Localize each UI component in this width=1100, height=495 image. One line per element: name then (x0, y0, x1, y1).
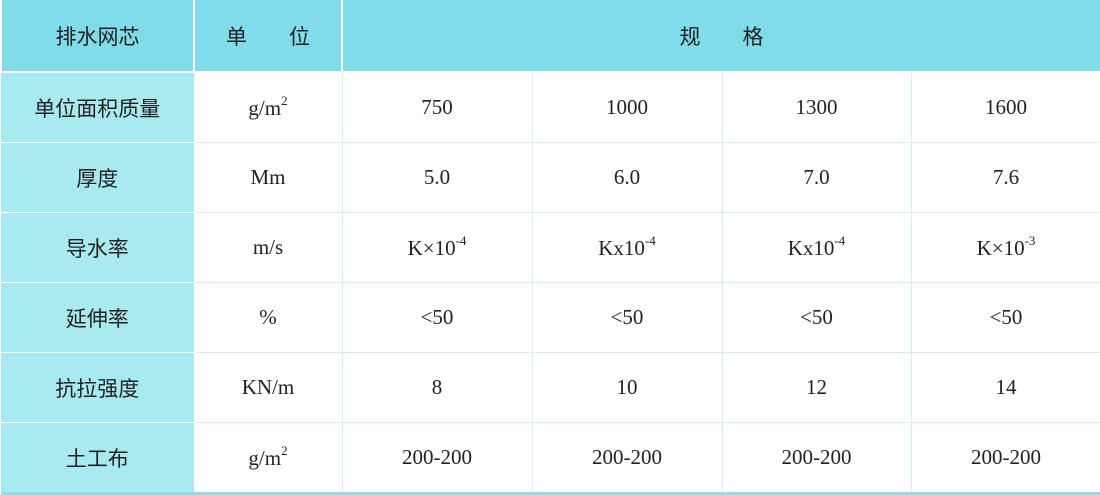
value-cell: 200-200 (910, 422, 1100, 495)
value-cell: 1300 (721, 71, 912, 143)
value-cell: Kx10-4 (531, 212, 723, 283)
unit-cell: KN/m (193, 352, 343, 423)
unit-cell: g/m2 (193, 71, 343, 143)
value-cell: <50 (341, 282, 533, 353)
superscript: -4 (455, 232, 467, 248)
cell-text: Kx10 (787, 235, 835, 260)
header-cell: 单 位 (193, 0, 343, 73)
row-label: 单位面积质量 (1, 71, 195, 143)
value-cell: 7.6 (910, 142, 1100, 213)
unit-cell: g/m2 (193, 422, 343, 495)
header-cell: 排水网芯 (0, 0, 195, 73)
data-row: 延伸率% <50 <50 <50 <50 (1, 282, 1100, 353)
superscript: -3 (1024, 232, 1036, 248)
superscript: 2 (281, 442, 288, 458)
value-cell: 1600 (910, 71, 1100, 143)
value-cell: Kx10-4 (721, 212, 912, 283)
cell-text: K×10 (407, 235, 456, 260)
value-cell: <50 (910, 282, 1100, 353)
unit-cell: % (193, 282, 343, 353)
row-label: 厚度 (1, 142, 195, 213)
value-cell: 7.0 (721, 142, 912, 213)
value-cell: 5.0 (341, 142, 533, 213)
value-cell: 12 (721, 352, 912, 423)
superscript: -4 (834, 232, 846, 248)
value-cell: 200-200 (341, 422, 533, 495)
cell-text: K×10 (976, 235, 1025, 260)
value-cell: 10 (531, 352, 723, 423)
unit-cell: m/s (193, 212, 343, 283)
header-row: 排水网芯 单 位 规 格 (0, 0, 1100, 73)
superscript: 2 (281, 92, 288, 108)
cell-text: Kx10 (598, 235, 645, 260)
data-row: 抗拉强度 KN/m 8 10 12 14 (1, 352, 1100, 423)
row-label: 土工布 (1, 422, 195, 495)
value-cell: K×10-3 (910, 212, 1100, 283)
value-cell: 6.0 (531, 142, 723, 213)
cell-text: g/m (248, 95, 282, 120)
value-cell: <50 (531, 282, 723, 353)
superscript: -4 (644, 232, 656, 248)
row-label: 延伸率 (1, 282, 195, 353)
data-row: 导水率 m/s K×10-4 Kx10-4 Kx10-4 K×10-3 (1, 212, 1100, 283)
data-row: 土工布 g/m2 200-200 200-200 200-200 200-200 (1, 422, 1100, 495)
unit-cell: Mm (193, 142, 343, 213)
data-row: 厚度 Mm 5.0 6.0 7.0 7.6 (1, 142, 1100, 213)
value-cell: <50 (721, 282, 912, 353)
header-cell: 规 格 (341, 0, 1100, 73)
row-label: 导水率 (1, 212, 195, 283)
value-cell: 750 (341, 71, 533, 143)
value-cell: 200-200 (531, 422, 723, 495)
value-cell: 14 (910, 352, 1100, 423)
data-row: 单位面积质量 g/m2 750 1000 1300 1600 (1, 71, 1100, 143)
row-label: 抗拉强度 (1, 352, 195, 423)
value-cell: 1000 (531, 71, 723, 143)
value-cell: 200-200 (721, 422, 912, 495)
value-cell: K×10-4 (341, 212, 533, 283)
value-cell: 8 (341, 352, 533, 423)
cell-text: g/m (248, 445, 282, 470)
